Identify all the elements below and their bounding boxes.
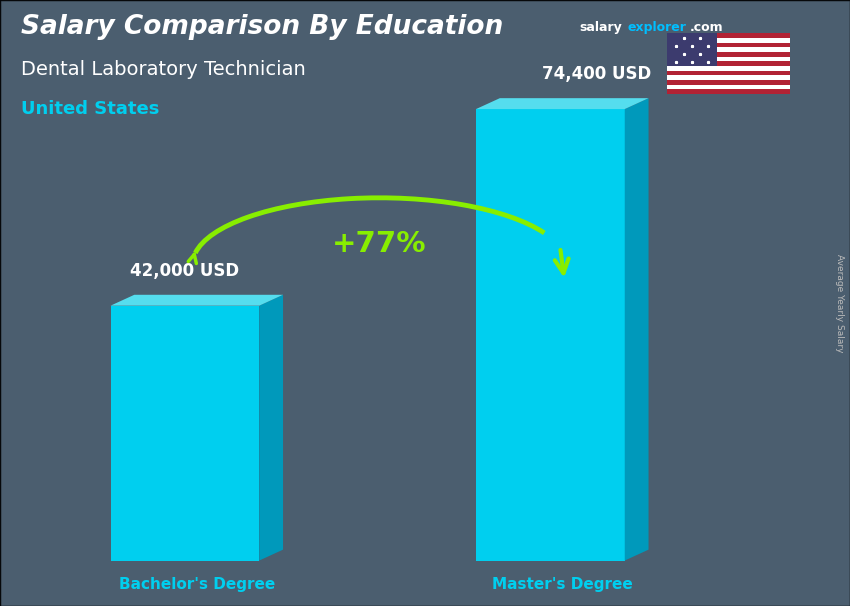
FancyBboxPatch shape [667, 47, 790, 52]
Text: 74,400 USD: 74,400 USD [541, 65, 651, 83]
FancyBboxPatch shape [667, 85, 790, 89]
FancyBboxPatch shape [667, 75, 790, 80]
Polygon shape [476, 98, 649, 109]
FancyBboxPatch shape [667, 71, 790, 75]
Polygon shape [476, 109, 625, 561]
Polygon shape [110, 305, 259, 561]
FancyBboxPatch shape [667, 42, 790, 47]
Text: salary: salary [580, 21, 622, 34]
Text: Bachelor's Degree: Bachelor's Degree [119, 578, 275, 592]
Polygon shape [259, 295, 283, 561]
Text: explorer: explorer [627, 21, 686, 34]
FancyBboxPatch shape [667, 33, 717, 66]
Text: United States: United States [21, 100, 160, 118]
Text: +77%: +77% [332, 230, 427, 259]
Text: .com: .com [690, 21, 724, 34]
FancyBboxPatch shape [667, 61, 790, 66]
FancyBboxPatch shape [667, 89, 790, 94]
Text: Average Yearly Salary: Average Yearly Salary [836, 254, 844, 352]
FancyBboxPatch shape [667, 33, 790, 38]
Polygon shape [625, 98, 649, 561]
FancyBboxPatch shape [667, 56, 790, 61]
FancyBboxPatch shape [667, 80, 790, 85]
FancyBboxPatch shape [667, 52, 790, 56]
Text: Master's Degree: Master's Degree [492, 578, 632, 592]
Text: 42,000 USD: 42,000 USD [130, 262, 240, 279]
FancyBboxPatch shape [667, 38, 790, 42]
FancyBboxPatch shape [667, 66, 790, 71]
Text: Salary Comparison By Education: Salary Comparison By Education [21, 15, 503, 40]
Polygon shape [110, 295, 283, 305]
Text: Dental Laboratory Technician: Dental Laboratory Technician [21, 60, 306, 79]
